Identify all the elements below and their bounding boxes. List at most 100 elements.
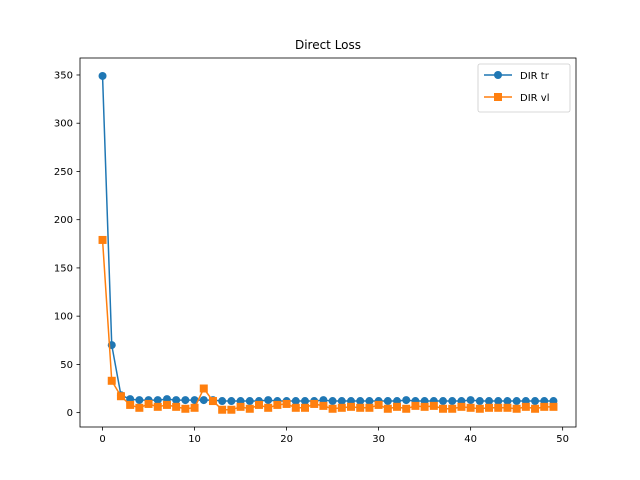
data-point	[540, 402, 549, 411]
data-point	[429, 401, 438, 410]
legend-label: DIR tr	[520, 71, 550, 82]
plot-area	[98, 71, 558, 414]
legend-swatch-marker	[494, 93, 502, 101]
data-point	[181, 404, 190, 413]
data-point	[356, 403, 365, 412]
data-point	[347, 402, 356, 411]
data-point	[485, 397, 494, 406]
data-point	[393, 402, 402, 411]
y-tick-label: 50	[60, 360, 73, 371]
data-point	[521, 402, 530, 411]
data-point	[300, 403, 309, 412]
data-point	[466, 403, 475, 412]
data-point	[98, 71, 107, 80]
data-point	[227, 397, 236, 406]
data-point	[531, 397, 540, 406]
data-point	[337, 397, 346, 406]
data-point	[485, 403, 494, 412]
data-point	[383, 397, 392, 406]
x-tick-label: 50	[556, 434, 569, 445]
data-point	[282, 399, 291, 408]
data-point	[199, 384, 208, 393]
legend-label: DIR vl	[520, 93, 549, 104]
data-point	[337, 403, 346, 412]
data-point	[512, 397, 521, 406]
data-point	[172, 402, 181, 411]
data-point	[328, 397, 337, 406]
data-point	[236, 402, 245, 411]
data-point	[264, 396, 273, 405]
data-point	[319, 401, 328, 410]
data-point	[439, 397, 448, 406]
data-point	[245, 404, 254, 413]
data-point	[254, 400, 263, 409]
data-point	[503, 403, 512, 412]
data-point	[549, 402, 558, 411]
data-point	[126, 400, 135, 409]
data-point	[135, 396, 144, 405]
chart-title: Direct Loss	[295, 38, 361, 52]
data-point	[439, 404, 448, 413]
x-tick-label: 20	[280, 434, 293, 445]
data-point	[181, 396, 190, 405]
data-point	[162, 400, 171, 409]
data-point	[356, 397, 365, 406]
y-tick-label: 300	[54, 119, 73, 130]
data-point	[448, 404, 457, 413]
data-point	[383, 404, 392, 413]
data-point	[310, 399, 319, 408]
data-point	[153, 402, 162, 411]
data-point	[245, 397, 254, 406]
data-point	[300, 397, 309, 406]
data-point	[512, 404, 521, 413]
data-point	[494, 403, 503, 412]
axes-frame	[79, 57, 577, 428]
x-tick-label: 10	[188, 434, 201, 445]
y-tick-label: 200	[54, 215, 73, 226]
data-point	[411, 401, 420, 410]
data-point	[98, 235, 107, 244]
y-tick-label: 0	[67, 408, 73, 419]
data-point	[264, 403, 273, 412]
data-point	[494, 397, 503, 406]
data-point	[466, 396, 475, 405]
data-point	[448, 397, 457, 406]
data-point	[365, 403, 374, 412]
data-point	[208, 397, 217, 406]
data-point	[153, 396, 162, 405]
axes: 0 10 20 30 40 50 0 50 100 150 200 250 300 350	[54, 57, 577, 445]
legend: DIR tr DIR vl	[477, 63, 571, 113]
data-point	[531, 404, 540, 413]
data-point	[374, 400, 383, 409]
data-point	[227, 405, 236, 414]
x-tick-label: 0	[99, 434, 105, 445]
data-point	[475, 397, 484, 406]
data-point	[172, 396, 181, 405]
data-point	[457, 402, 466, 411]
data-point	[116, 392, 125, 401]
data-point	[402, 396, 411, 405]
data-point	[420, 402, 429, 411]
x-tick-label: 30	[372, 434, 385, 445]
y-tick-label: 350	[54, 70, 73, 81]
data-point	[291, 397, 300, 406]
data-point	[475, 404, 484, 413]
data-point	[218, 397, 227, 406]
data-point	[199, 396, 208, 405]
data-point	[135, 403, 144, 412]
data-point	[107, 376, 116, 385]
legend-swatch-marker	[494, 71, 502, 79]
data-point	[190, 403, 199, 412]
data-point	[273, 400, 282, 409]
data-point	[402, 404, 411, 413]
data-point	[365, 397, 374, 406]
y-tick-label: 250	[54, 167, 73, 178]
data-point	[503, 397, 512, 406]
data-point	[218, 405, 227, 414]
data-point	[144, 399, 153, 408]
y-tick-label: 100	[54, 312, 73, 323]
data-point	[328, 404, 337, 413]
x-tick-label: 40	[464, 434, 477, 445]
data-point	[291, 403, 300, 412]
